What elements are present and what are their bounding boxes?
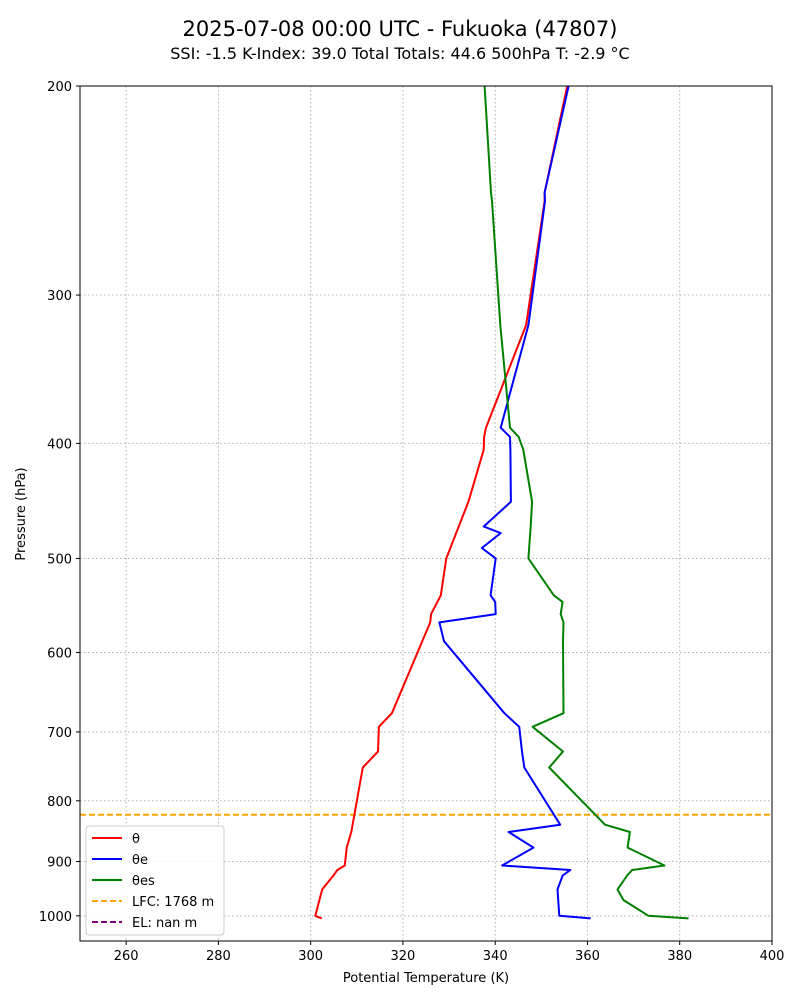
y-tick-label: 500 <box>47 552 72 567</box>
x-tick-label: 320 <box>391 949 416 964</box>
legend-label: θes <box>132 874 155 889</box>
y-tick-label: 800 <box>47 795 72 810</box>
x-tick-label: 280 <box>206 949 231 964</box>
y-tick-label: 900 <box>47 856 72 871</box>
x-tick-label: 360 <box>575 949 600 964</box>
legend-label: EL: nan m <box>132 916 197 931</box>
x-tick-label: 300 <box>298 949 323 964</box>
y-tick-label: 200 <box>47 80 72 95</box>
x-tick-label: 340 <box>483 949 508 964</box>
chart-title: 2025-07-08 00:00 UTC - Fukuoka (47807) <box>183 17 618 41</box>
grid-lines <box>80 85 773 941</box>
legend: θ θe θes LFC: 1768 m EL: nan m <box>85 825 225 936</box>
y-axis-ticks: 200 300 400 500 600 700 800 900 1000 <box>39 80 80 925</box>
theta-es-line <box>483 85 689 920</box>
legend-label: LFC: 1768 m <box>132 895 214 910</box>
theta-e-line <box>438 85 591 920</box>
y-tick-label: 700 <box>47 726 72 741</box>
y-tick-label: 300 <box>47 289 72 304</box>
legend-label: θ <box>132 832 140 847</box>
chart-subtitle: SSI: -1.5 K-Index: 39.0 Total Totals: 44… <box>170 44 629 63</box>
data-series <box>314 85 689 920</box>
y-tick-label: 1000 <box>39 910 72 925</box>
y-axis-label: Pressure (hPa) <box>14 467 29 560</box>
x-axis-label: Potential Temperature (K) <box>343 971 509 986</box>
plot-frame <box>79 85 773 942</box>
theta-line <box>314 85 569 920</box>
legend-box <box>85 825 225 936</box>
x-tick-label: 260 <box>114 949 139 964</box>
x-tick-label: 380 <box>667 949 692 964</box>
y-tick-label: 600 <box>47 646 72 661</box>
y-tick-label: 400 <box>47 437 72 452</box>
x-axis-ticks: 260 280 300 320 340 360 380 400 <box>114 941 785 964</box>
legend-label: θe <box>132 853 148 868</box>
x-tick-label: 400 <box>760 949 785 964</box>
